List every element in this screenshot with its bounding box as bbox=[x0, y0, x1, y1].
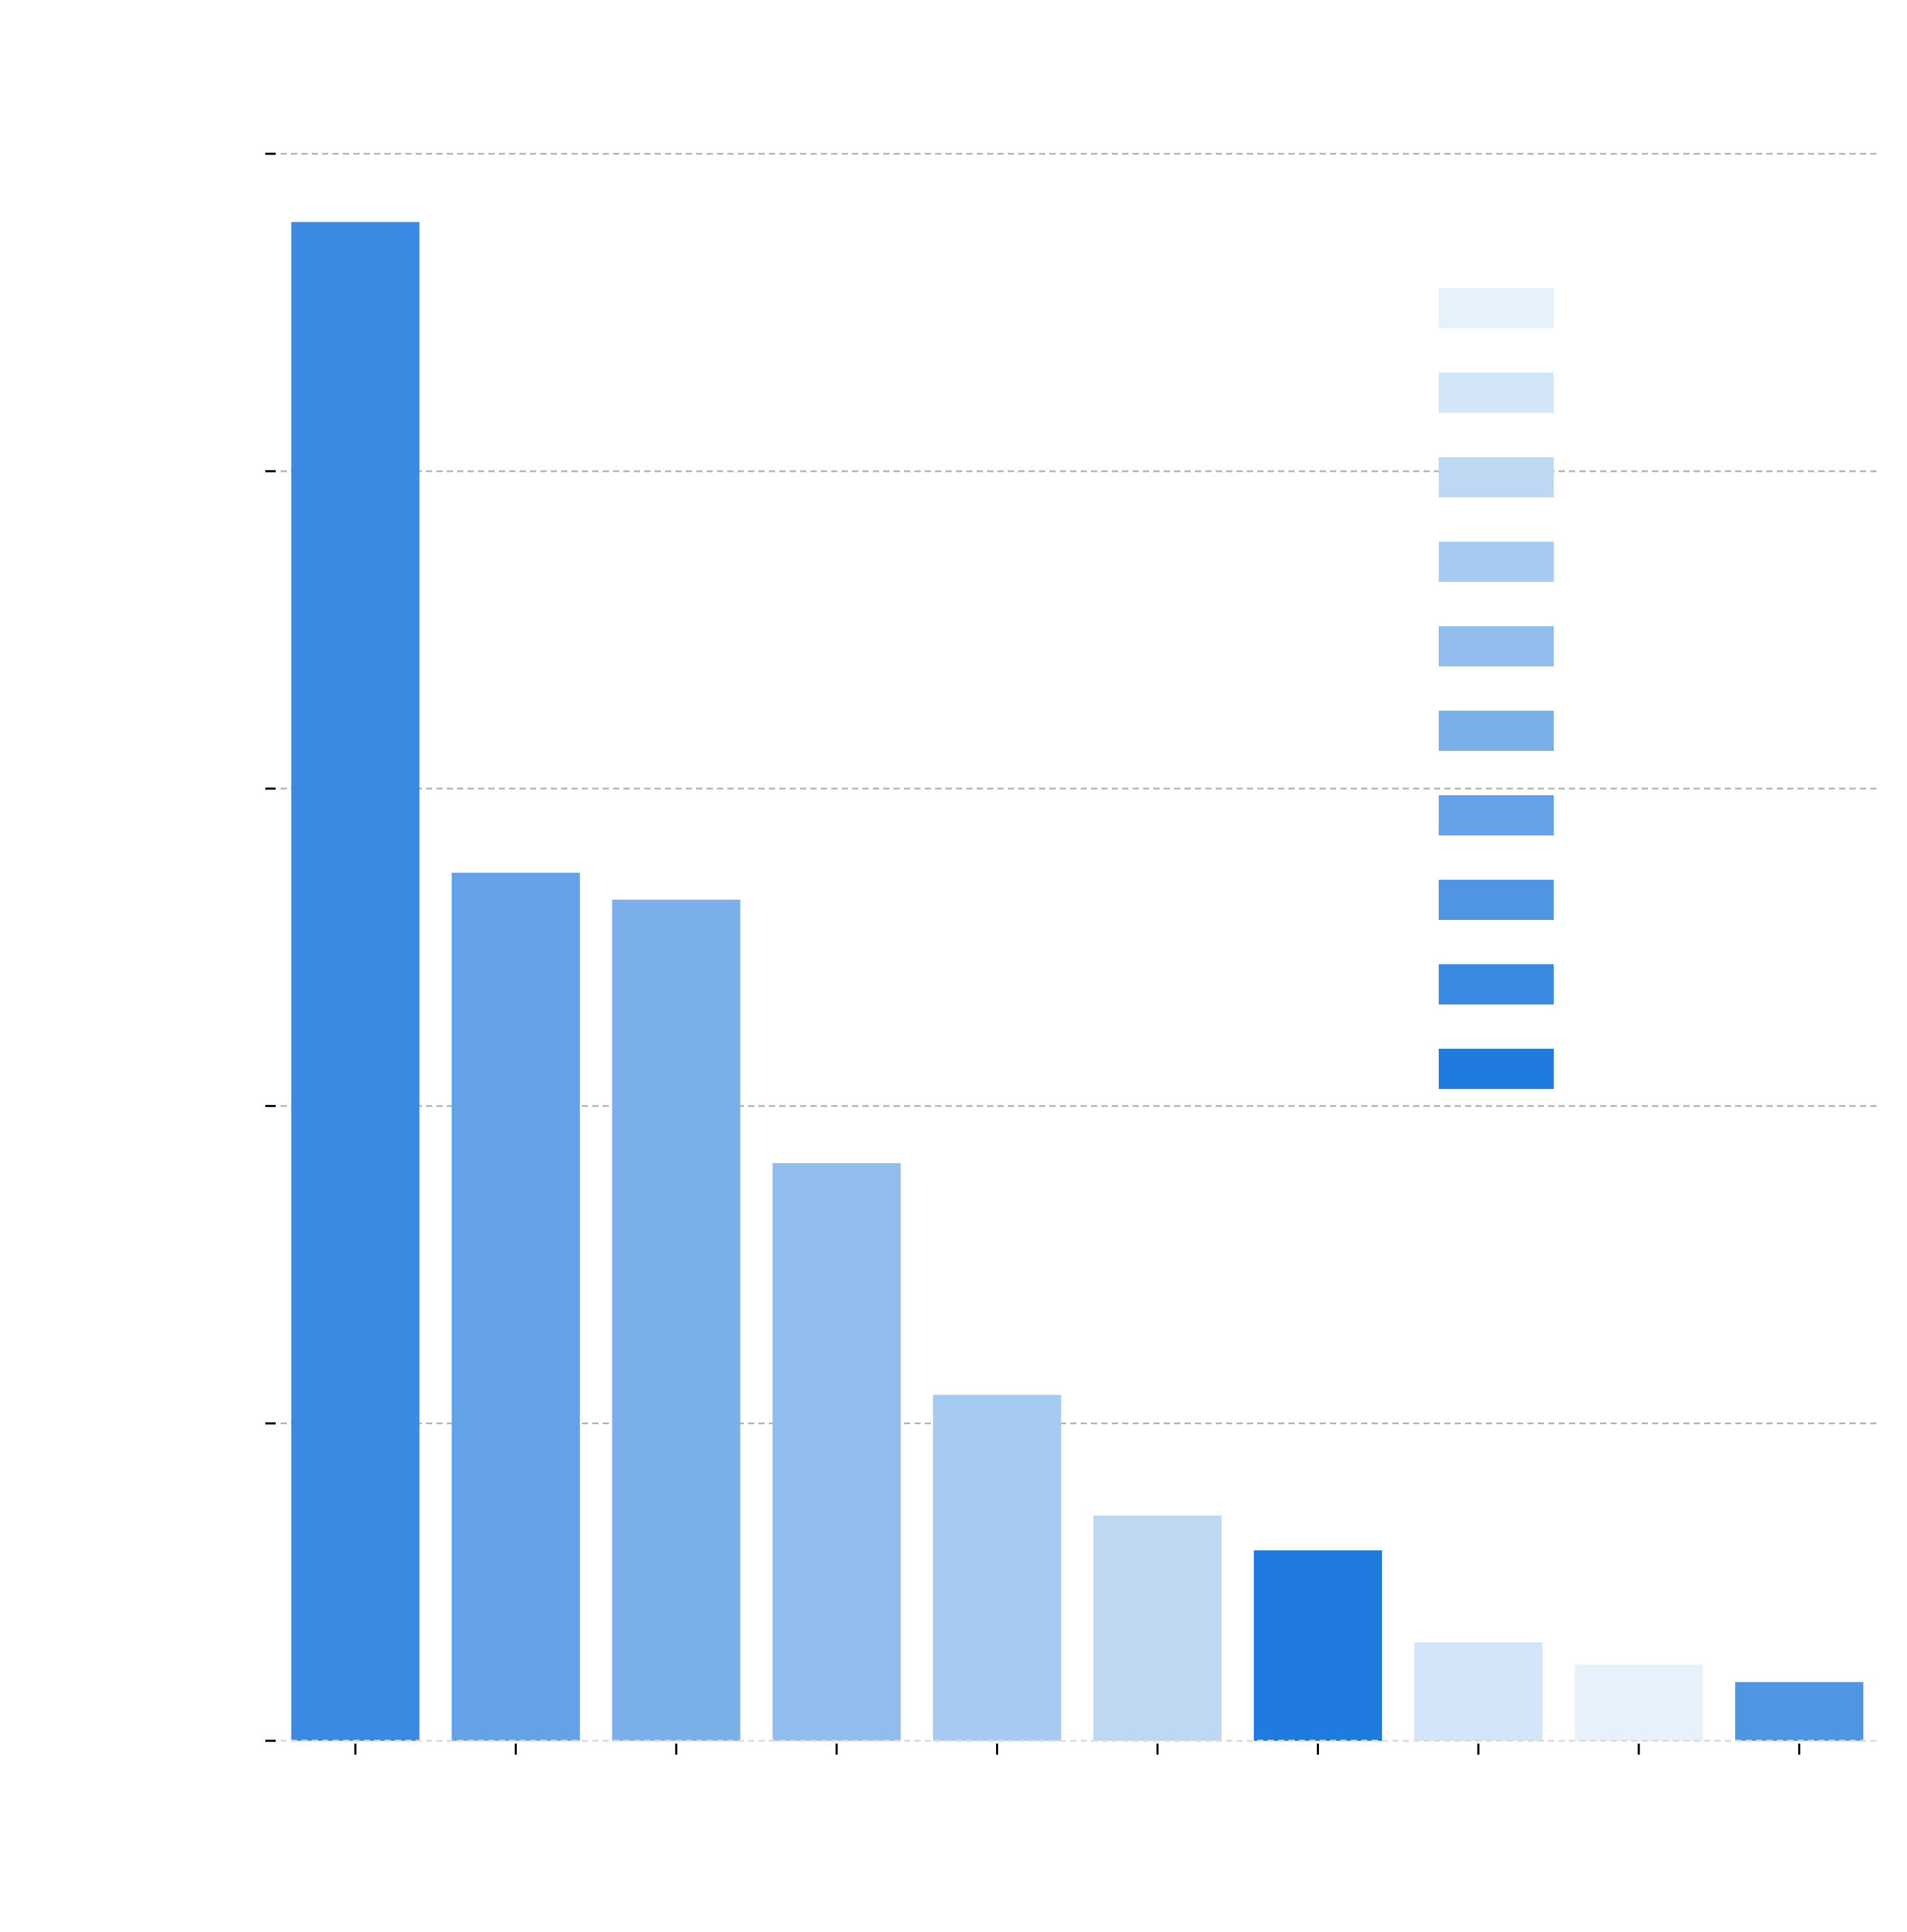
legend-swatch-6 bbox=[1439, 795, 1554, 835]
legend-swatch-7 bbox=[1439, 880, 1554, 920]
axes bbox=[265, 152, 1881, 1755]
bar-8 bbox=[1575, 1665, 1703, 1741]
bar-1 bbox=[452, 872, 580, 1741]
legend-swatch-2 bbox=[1439, 457, 1554, 497]
legend-swatch-3 bbox=[1439, 542, 1554, 582]
legend-swatch-5 bbox=[1439, 711, 1554, 751]
bar-6 bbox=[1254, 1550, 1383, 1741]
bar-0 bbox=[291, 222, 420, 1742]
gridlines bbox=[281, 152, 1881, 1425]
legend bbox=[1439, 288, 1554, 1089]
legend-swatch-8 bbox=[1439, 964, 1554, 1004]
legend-swatch-1 bbox=[1439, 373, 1554, 413]
bar-9 bbox=[1735, 1682, 1863, 1741]
bar-3 bbox=[772, 1163, 901, 1741]
bar-5 bbox=[1093, 1515, 1222, 1741]
bar-2 bbox=[612, 899, 740, 1741]
bar-4 bbox=[932, 1394, 1061, 1741]
legend-swatch-0 bbox=[1439, 288, 1554, 328]
legend-swatch-4 bbox=[1439, 626, 1554, 666]
legend-swatch-9 bbox=[1439, 1049, 1554, 1089]
bars bbox=[291, 222, 1863, 1742]
bar-7 bbox=[1414, 1642, 1543, 1741]
